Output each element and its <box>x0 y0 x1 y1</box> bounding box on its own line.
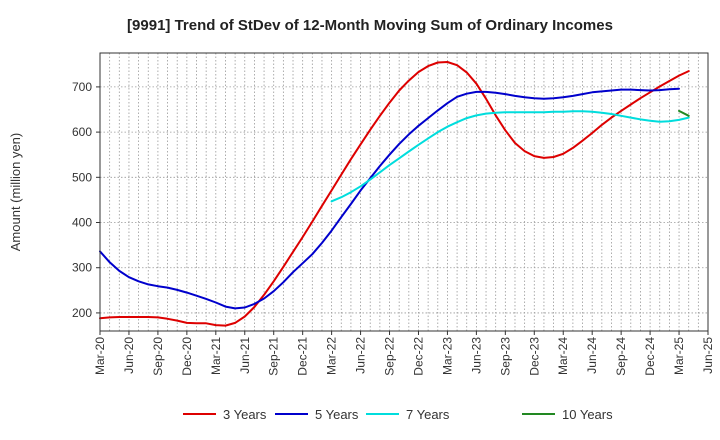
x-tick-label: Mar-25 <box>672 337 686 375</box>
x-tick-label: Mar-21 <box>209 337 223 375</box>
x-tick-label: Dec-22 <box>411 337 425 376</box>
x-tick-label: Sep-23 <box>498 337 512 376</box>
x-tick-label: Jun-20 <box>122 337 136 374</box>
y-axis: 200 300 400 500 600 700 <box>72 80 100 320</box>
series-line-7-years <box>330 110 690 203</box>
series-line-3-years <box>99 61 690 327</box>
x-tick-label: Sep-20 <box>151 337 165 376</box>
x-tick-label: Mar-20 <box>93 337 107 375</box>
x-tick-label: Dec-24 <box>643 337 657 376</box>
x-tick-label: Mar-24 <box>556 337 570 375</box>
x-tick-label: Sep-21 <box>267 337 281 376</box>
x-tick-label: Jun-23 <box>469 337 483 374</box>
x-tick-label: Mar-22 <box>325 337 339 375</box>
x-tick-label: Dec-23 <box>527 337 541 376</box>
x-tick-label: Mar-23 <box>440 337 454 375</box>
y-tick-label: 300 <box>72 261 92 275</box>
legend-label: 3 Years <box>223 407 267 422</box>
plot-background <box>100 53 708 331</box>
x-axis: Mar-20 Jun-20 Sep-20 Dec-20 Mar-21 Jun-21 Sep-… <box>93 331 715 376</box>
x-tick-label: Sep-22 <box>383 337 397 376</box>
grid <box>100 53 708 331</box>
y-tick-label: 500 <box>72 170 92 184</box>
legend-label: 7 Years <box>406 407 450 422</box>
x-tick-label: Jun-22 <box>354 337 368 374</box>
series-line-5-years <box>99 87 680 310</box>
x-tick-label: Jun-25 <box>701 337 715 374</box>
x-tick-label: Jun-24 <box>585 337 599 374</box>
chart-title: [9991] Trend of StDev of 12-Month Moving… <box>127 17 613 34</box>
x-tick-label: Dec-20 <box>180 337 194 376</box>
y-axis-label: Amount (million yen) <box>8 133 23 252</box>
series-line-10-years <box>678 109 690 117</box>
y-tick-label: 400 <box>72 216 92 230</box>
y-tick-label: 600 <box>72 125 92 139</box>
y-tick-label: 700 <box>72 80 92 94</box>
x-tick-label: Dec-21 <box>296 337 310 376</box>
x-tick-label: Jun-21 <box>238 337 252 374</box>
x-tick-label: Sep-24 <box>614 337 628 376</box>
legend-label: 5 Years <box>315 407 359 422</box>
series-layer <box>99 61 690 327</box>
y-tick-label: 200 <box>72 306 92 320</box>
legend-label: 10 Years <box>562 407 613 422</box>
legend: 3 Years 5 Years 7 Years 10 Years <box>183 407 613 422</box>
plot-frame <box>99 52 709 332</box>
